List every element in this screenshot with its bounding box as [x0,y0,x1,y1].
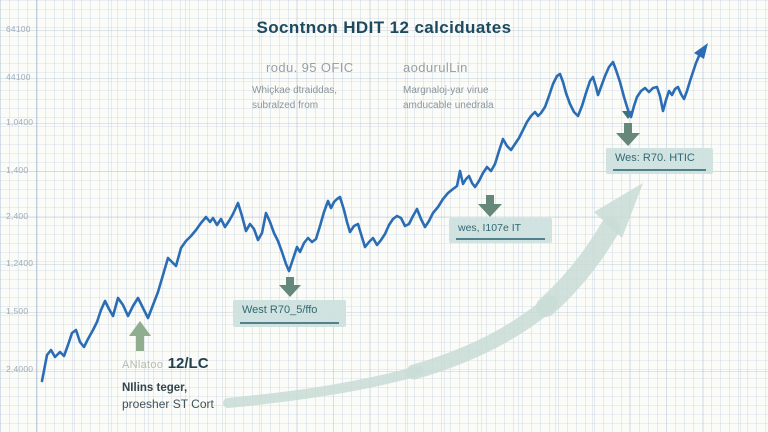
y-tick-label: 1,2400 [6,258,34,268]
down-arrow-icon [616,123,640,146]
page-title: Socntnon HDIT 12 calciduates [256,18,512,37]
callout-underline [240,322,339,324]
gridline-horizontal [0,312,768,313]
callout-label: wes, I107e IT [458,222,522,234]
line-arrowhead-icon [694,43,708,59]
header-column-left: rodu. 95 OFIC Whiçkae dtraiddas, subralz… [252,60,387,113]
column-body: Whiçkae dtraiddas, subralzed from [252,84,387,113]
column-body-line: amducable unedrala [403,99,494,111]
callout-box: West R70_5/ffo [233,300,346,327]
callout-box: Wes: R70. HTIC [606,148,713,174]
y-tick-label: 64100 [6,24,31,34]
y-tick-label: 44100 [6,72,31,82]
callout-underline [456,238,545,240]
gridline-horizontal [0,371,768,372]
data-series-line [40,48,705,383]
gridline-horizontal [0,264,768,265]
down-arrow-icon [478,195,502,217]
column-body-line: subralzed from [252,99,319,111]
y-axis-line [36,0,37,432]
up-arrow-icon [129,321,151,351]
y-tick-label: 2,4000 [6,364,34,374]
y-tick-label: 2,400 [6,211,29,221]
footnote-line-bold: NIlins teger, [122,382,188,394]
callout-label: Wes: R70. HTIC [615,152,695,164]
column-body-line: Margnaloj-yar virue [403,85,489,96]
swoosh-arrow-icon [223,183,643,408]
y-tick-label: 1,400 [6,165,29,175]
down-arrow-icon [279,277,301,297]
callout-label: West R70_5/ffo [242,304,318,316]
gridline-horizontal [0,123,768,124]
column-body-line: Whiçkae dtraiddas, [252,85,338,96]
y-tick-label: 1,0400 [6,117,34,127]
footnote-line: proesher ST Cort [122,397,214,411]
callout-underline [613,169,706,171]
gridline-horizontal [0,171,768,172]
gridline-horizontal [0,30,768,31]
gridline-horizontal [0,217,768,218]
header-column-right: aodurulLin Margnaloj-yar virue amducable… [403,60,553,113]
column-heading: rodu. 95 OFIC [266,60,354,75]
column-body: Margnaloj-yar virue amducable unedrala [403,84,553,113]
callout-box: wes, I107e IT [449,218,552,243]
gridline-horizontal [0,78,768,79]
footnote-headline: ANlatoo 12/LC [122,355,214,373]
footnote-block: ANlatoo 12/LC NIlins teger, proesher ST … [122,355,214,411]
column-heading: aodurulLin [403,60,468,75]
footnote-prefix: ANlatoo [122,359,164,371]
footnote-value: 12/LC [167,355,209,372]
y-tick-label: 1,500 [6,306,29,316]
